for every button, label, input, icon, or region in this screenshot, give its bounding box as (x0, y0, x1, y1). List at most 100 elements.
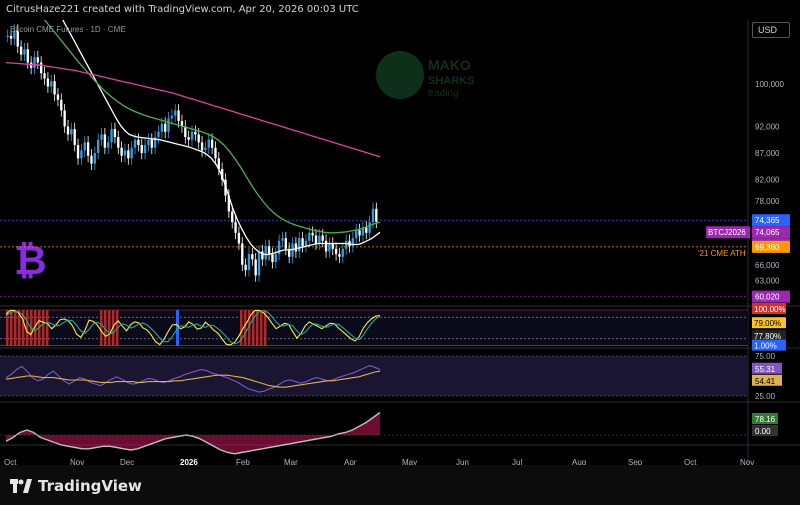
rsi-tick-label: 55.31 (755, 365, 776, 374)
annotation-label: '21 CME ATH (698, 249, 746, 258)
candle-body (375, 208, 378, 222)
candle-body (217, 158, 220, 169)
candle-body (137, 139, 140, 146)
candle-body (338, 254, 341, 257)
stoch-overbought-bar (100, 310, 103, 346)
rsi-tick-label: 25.00 (755, 392, 776, 401)
candle-body (264, 246, 267, 260)
stoch-overbought-bar (256, 310, 259, 346)
candle-body (321, 235, 324, 241)
candle-body (180, 121, 184, 127)
candle-body (33, 57, 36, 68)
stoch-tick-label: 79.00% (754, 319, 781, 328)
rsi-tag-bg (752, 362, 782, 374)
chart-area[interactable]: MAKO SHARKS trading ₿ 100,000 92,000 87,000 82,… (0, 14, 800, 467)
candle-body (117, 137, 120, 148)
candle-body (361, 227, 365, 236)
annotation-bg (706, 226, 750, 239)
stoch-overbought-bar (264, 310, 267, 346)
candle-body (334, 248, 338, 255)
candle-body (277, 240, 281, 255)
caption-text: CitrusHaze221 created with TradingView.c… (6, 4, 359, 15)
x-tick-label: 2026 (180, 458, 198, 465)
candle-body (281, 238, 284, 241)
candle-body (294, 243, 298, 252)
watermark-text-trading: trading (428, 88, 459, 99)
watermark-text-sharks: SHARKS (428, 75, 474, 87)
annotation-label: BTCJ2026 (708, 228, 746, 237)
candle-body (83, 142, 86, 151)
candle-body (227, 195, 231, 212)
candle-body (298, 238, 301, 252)
x-tick-label: Nov (740, 458, 754, 465)
y-tick-label: 92,000 (755, 122, 780, 131)
candle-body (100, 134, 103, 140)
stoch-overbought-bar (244, 310, 247, 346)
candle-body (291, 243, 294, 257)
candle-body (63, 110, 66, 127)
stoch-overbought-bar (260, 310, 263, 346)
stoch-oversold-bar (176, 310, 179, 346)
candle-body (153, 137, 157, 148)
candle-body (257, 251, 261, 276)
stoch-d-line (5, 310, 381, 345)
candle-body (254, 259, 257, 276)
candle-body (6, 35, 9, 37)
rsi-band (0, 356, 748, 396)
stoch-tag-bg (752, 303, 786, 314)
candle-body (274, 254, 277, 263)
candle-body (26, 49, 29, 63)
rsi-line (5, 365, 381, 393)
candle-body (66, 126, 70, 135)
candle-body (284, 238, 288, 249)
stoch-overbought-bar (34, 310, 37, 346)
candle-body (120, 147, 123, 156)
tradingview-logo[interactable]: TradingView (10, 477, 142, 495)
stoch-overbought-bar (42, 310, 45, 346)
stoch-overbought-bar (240, 310, 243, 346)
stoch-overbought-bar (46, 310, 49, 346)
candle-body (365, 227, 368, 233)
candle-body (147, 139, 150, 146)
candle-body (214, 147, 217, 159)
stoch-overbought-bar (26, 310, 29, 346)
momentum-area (6, 412, 380, 454)
bitcoin-icon: ₿ (14, 239, 47, 283)
stoch-overbought-bar (104, 310, 107, 346)
stoch-overbought-bar (22, 310, 25, 346)
stoch-tick-label: 1.00% (754, 342, 777, 351)
x-tick-label: Jun (456, 458, 469, 465)
x-tick-label: Sep (628, 458, 643, 465)
candle-body (40, 62, 43, 74)
candle-body (60, 99, 63, 111)
rsi-ma-tag-bg (752, 374, 782, 386)
stoch-tick-label: 100.00% (754, 305, 786, 314)
x-tick-label: Nov (70, 458, 84, 465)
candle-body (311, 232, 314, 236)
candle-body (107, 142, 110, 148)
candle-body (351, 238, 355, 247)
tradingview-logo-icon (10, 479, 32, 493)
candle-body (13, 30, 16, 39)
price-tag-bg (752, 290, 790, 303)
candle-body (29, 62, 33, 68)
candle-body (143, 145, 147, 154)
rsi-ma-tick-label: 54.41 (755, 377, 776, 386)
candle-body (194, 131, 197, 135)
stoch-overbought-bar (252, 310, 255, 346)
candle-body (210, 139, 214, 148)
x-tick-label: Oct (4, 458, 17, 465)
footer-bar: TradingView (0, 465, 800, 505)
currency-button[interactable]: USD (752, 22, 790, 38)
stoch-overbought-bar (38, 310, 41, 346)
price-tag: 60,020 (755, 293, 780, 302)
candle-body (251, 254, 254, 260)
candle-body (19, 46, 23, 55)
momentum-tag-bg (752, 413, 778, 424)
x-tick-label: May (402, 458, 417, 465)
price-tag: 74,365 (755, 216, 780, 225)
y-tick-label: 87,000 (755, 149, 780, 158)
candle-body (16, 30, 19, 47)
